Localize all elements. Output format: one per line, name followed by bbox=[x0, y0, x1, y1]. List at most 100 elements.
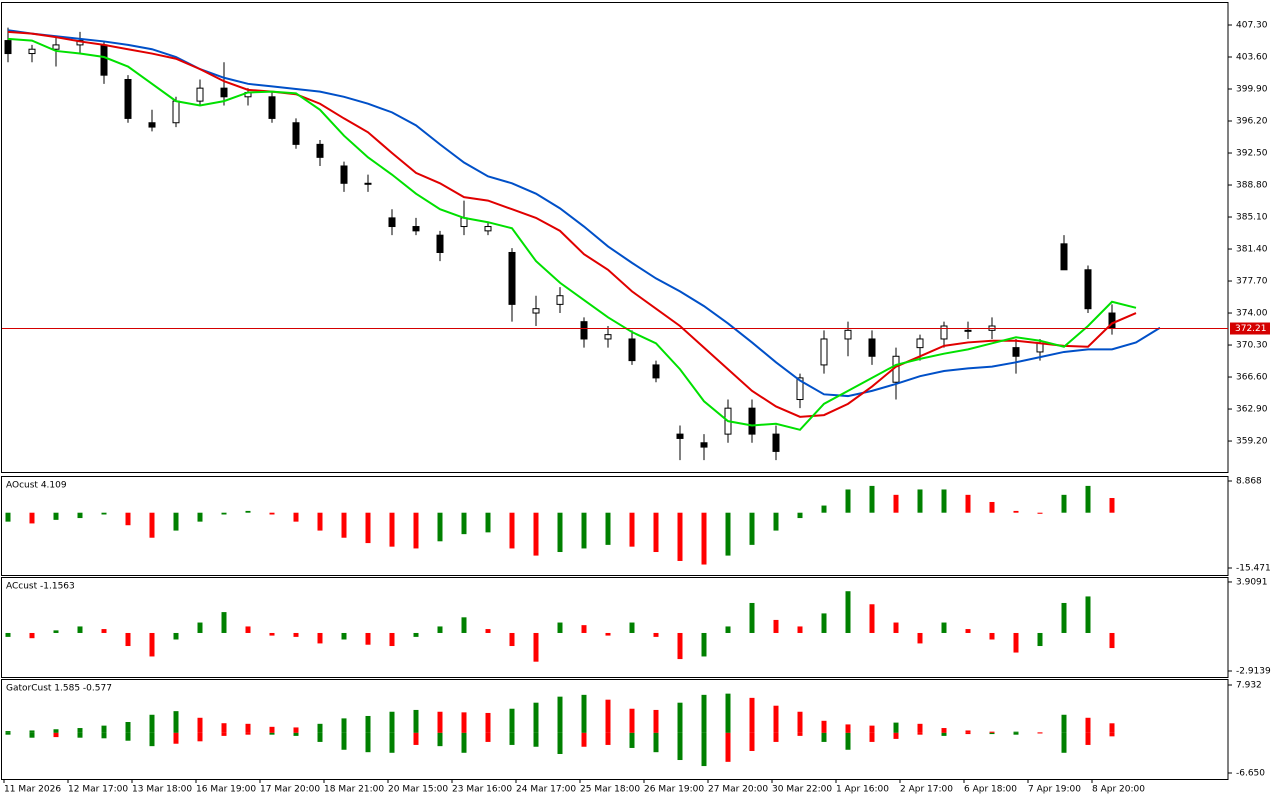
time-label: 13 Mar 18:00 bbox=[132, 785, 192, 795]
gator-bar bbox=[917, 723, 923, 733]
candle-body bbox=[580, 321, 588, 340]
gator-bar bbox=[653, 732, 659, 753]
histogram-bar bbox=[365, 632, 371, 645]
time-label: 1 Apr 16:00 bbox=[836, 785, 889, 795]
histogram-bar bbox=[869, 485, 875, 513]
gator-bar bbox=[821, 732, 827, 742]
time-label: 23 Mar 16:00 bbox=[452, 785, 512, 795]
gator-bar bbox=[773, 732, 779, 742]
time-label: 24 Mar 17:00 bbox=[516, 785, 576, 795]
histogram-bar bbox=[941, 622, 947, 633]
histogram-bar bbox=[581, 625, 587, 633]
y-tick-label: 396.20 bbox=[1236, 117, 1268, 127]
histogram-bar bbox=[1037, 512, 1043, 514]
histogram-bar bbox=[293, 632, 299, 637]
gator-bar bbox=[77, 732, 83, 738]
gator-bar bbox=[101, 725, 107, 733]
time-label: 17 Mar 20:00 bbox=[260, 785, 320, 795]
gator-bar bbox=[893, 732, 899, 739]
histogram-bar bbox=[101, 512, 107, 515]
gator-bar bbox=[1013, 731, 1019, 733]
gator-bar bbox=[725, 732, 731, 762]
histogram-bar bbox=[845, 591, 851, 633]
gator-bar bbox=[917, 732, 923, 735]
gator-bar bbox=[53, 732, 59, 738]
candle-body bbox=[292, 122, 300, 145]
histogram-bar bbox=[821, 505, 827, 513]
histogram-bar bbox=[101, 629, 107, 633]
candle-body bbox=[844, 329, 852, 340]
histogram-bar bbox=[653, 632, 659, 637]
gator-bar bbox=[125, 722, 131, 733]
gator-bar bbox=[341, 732, 347, 750]
candle-body bbox=[796, 377, 804, 401]
gator-bar bbox=[485, 732, 491, 742]
histogram-bar bbox=[221, 512, 227, 515]
gator-bar bbox=[461, 712, 467, 733]
gator-bar bbox=[869, 732, 875, 742]
histogram-bar bbox=[725, 626, 731, 633]
histogram-bar bbox=[941, 489, 947, 513]
histogram-bar bbox=[389, 632, 395, 647]
histogram-bar bbox=[77, 626, 83, 633]
gator-bar bbox=[941, 728, 947, 733]
candle-body bbox=[340, 165, 348, 184]
candle-body bbox=[52, 44, 60, 50]
gator-bar bbox=[677, 732, 683, 761]
gator-bar bbox=[173, 711, 179, 733]
candle-body bbox=[1036, 342, 1044, 353]
histogram-bar bbox=[917, 489, 923, 513]
time-label: 30 Mar 22:00 bbox=[772, 785, 832, 795]
y-tick-label: 399.90 bbox=[1236, 85, 1268, 95]
candle-body bbox=[964, 329, 972, 332]
histogram-bar bbox=[29, 512, 35, 524]
histogram-bar bbox=[629, 622, 635, 633]
gator-bar bbox=[845, 732, 851, 750]
gator-bar bbox=[605, 732, 611, 745]
panel-frame bbox=[1, 476, 1229, 576]
y-tick-label: 366.60 bbox=[1236, 373, 1268, 383]
y-tick-label: 7.932 bbox=[1236, 680, 1262, 690]
histogram-bar bbox=[749, 602, 755, 633]
histogram-bar bbox=[989, 632, 995, 640]
gator-bar bbox=[365, 715, 371, 733]
panel-frame bbox=[1, 577, 1229, 678]
gator-bar bbox=[1013, 732, 1019, 735]
gator-bar bbox=[173, 732, 179, 744]
candle-body bbox=[508, 251, 516, 305]
time-label: 18 Mar 21:00 bbox=[324, 785, 384, 795]
histogram-bar bbox=[77, 512, 83, 519]
histogram-bar bbox=[557, 622, 563, 633]
histogram-bar bbox=[221, 612, 227, 633]
indicator-title: GatorCust 1.585 -0.577 bbox=[6, 684, 112, 694]
y-tick-label: 385.10 bbox=[1236, 213, 1268, 223]
gator-bar bbox=[365, 732, 371, 753]
gator-bar bbox=[125, 732, 131, 741]
gator-bar bbox=[677, 702, 683, 733]
gator-bar bbox=[605, 699, 611, 733]
candle-body bbox=[628, 338, 636, 362]
gator-bar bbox=[269, 732, 275, 735]
gator-bar bbox=[149, 714, 155, 733]
candle-body bbox=[532, 308, 540, 314]
candle-body bbox=[100, 44, 108, 76]
current-price-label: 372.21 bbox=[1235, 324, 1267, 334]
gator-bar bbox=[77, 728, 83, 733]
gator-bar bbox=[461, 732, 467, 753]
histogram-bar bbox=[893, 622, 899, 633]
gator-bar bbox=[941, 732, 947, 736]
time-label: 20 Mar 15:00 bbox=[388, 785, 448, 795]
histogram-bar bbox=[629, 512, 635, 547]
time-label: 8 Apr 20:00 bbox=[1092, 785, 1145, 795]
gator-bar bbox=[5, 732, 11, 735]
gator-bar bbox=[485, 712, 491, 733]
gator-bar bbox=[317, 732, 323, 742]
y-tick-label: 370.30 bbox=[1236, 341, 1268, 351]
gator-bar bbox=[293, 732, 299, 736]
gator-bar bbox=[197, 717, 203, 733]
gator-bar bbox=[1061, 714, 1067, 733]
gator-bar bbox=[653, 709, 659, 733]
histogram-bar bbox=[917, 632, 923, 644]
gator-bar bbox=[701, 732, 707, 767]
histogram-bar bbox=[29, 632, 35, 639]
